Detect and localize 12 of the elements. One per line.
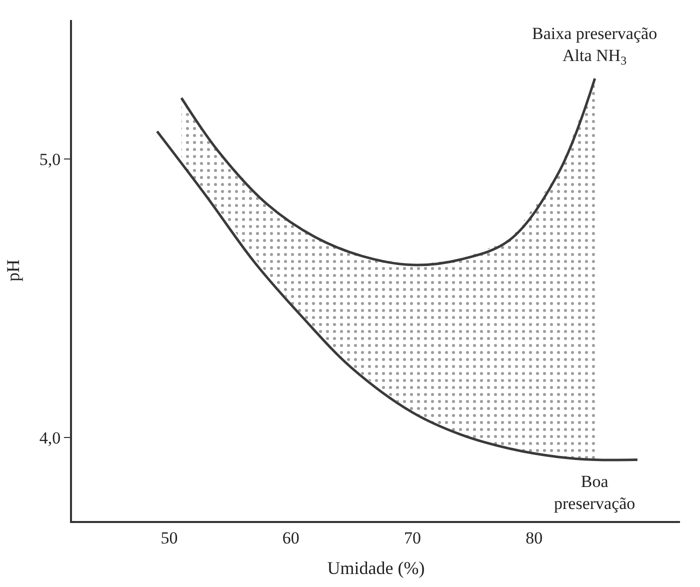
y-axis-title: pH [3, 260, 24, 282]
x-tick-label: 70 [404, 528, 421, 548]
y-tick-label: 4,0 [39, 428, 61, 448]
x-tick-label: 50 [160, 528, 178, 548]
line-series [180, 77, 596, 266]
y-tick-label: 5,0 [39, 150, 61, 170]
x-tick-label: 80 [526, 528, 543, 548]
annotation: Boa preservação [554, 472, 636, 514]
x-axis-title: Umidade (%) [327, 558, 425, 578]
x-tick-label: 60 [282, 528, 300, 548]
line-series [156, 130, 639, 462]
annotation: Baixa preservação Alta NH$_{3}$ [532, 24, 658, 68]
